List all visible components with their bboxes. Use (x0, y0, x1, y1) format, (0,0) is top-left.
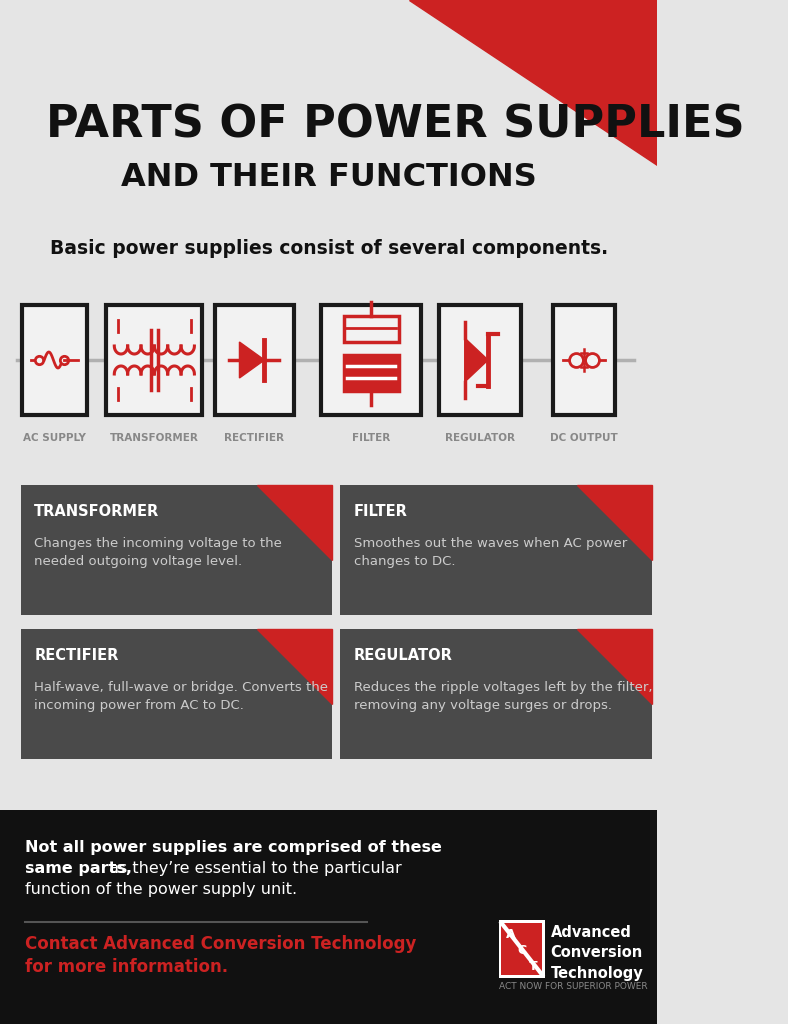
FancyBboxPatch shape (340, 629, 652, 759)
Text: Contact Advanced Conversion Technology: Contact Advanced Conversion Technology (25, 935, 416, 953)
Polygon shape (257, 485, 332, 560)
FancyBboxPatch shape (106, 305, 203, 415)
Polygon shape (577, 485, 652, 560)
FancyBboxPatch shape (499, 920, 545, 978)
Polygon shape (257, 629, 332, 705)
Text: same parts,: same parts, (25, 861, 132, 876)
Text: ACT NOW FOR SUPERIOR POWER: ACT NOW FOR SUPERIOR POWER (499, 982, 648, 991)
Polygon shape (465, 338, 488, 382)
Text: REGULATOR: REGULATOR (354, 647, 452, 663)
Text: Not all power supplies are comprised of these: Not all power supplies are comprised of … (25, 840, 442, 855)
FancyBboxPatch shape (552, 305, 615, 415)
Text: Half-wave, full-wave or bridge. Converts the
incoming power from AC to DC.: Half-wave, full-wave or bridge. Converts… (34, 681, 329, 712)
FancyBboxPatch shape (344, 316, 399, 342)
Text: PARTS OF POWER SUPPLIES: PARTS OF POWER SUPPLIES (46, 103, 745, 146)
FancyBboxPatch shape (20, 629, 332, 759)
FancyBboxPatch shape (0, 810, 657, 1024)
Polygon shape (409, 0, 657, 165)
FancyBboxPatch shape (344, 355, 399, 391)
Text: FILTER: FILTER (354, 504, 407, 518)
Text: FILTER: FILTER (352, 433, 390, 443)
FancyBboxPatch shape (340, 485, 652, 615)
FancyBboxPatch shape (439, 305, 521, 415)
Text: TRANSFORMER: TRANSFORMER (110, 433, 199, 443)
FancyBboxPatch shape (20, 485, 332, 615)
Text: RECTIFIER: RECTIFIER (225, 433, 284, 443)
FancyBboxPatch shape (215, 305, 294, 415)
Text: AND THEIR FUNCTIONS: AND THEIR FUNCTIONS (121, 163, 537, 194)
Text: TRANSFORMER: TRANSFORMER (34, 504, 159, 518)
FancyBboxPatch shape (501, 923, 542, 975)
Text: A: A (506, 929, 515, 941)
Polygon shape (577, 629, 652, 705)
Text: Smoothes out the waves when AC power
changes to DC.: Smoothes out the waves when AC power cha… (354, 537, 627, 568)
Text: AC SUPPLY: AC SUPPLY (23, 433, 86, 443)
Text: REGULATOR: REGULATOR (444, 433, 515, 443)
FancyBboxPatch shape (22, 305, 87, 415)
Text: as they’re essential to the particular: as they’re essential to the particular (104, 861, 402, 876)
Text: Reduces the ripple voltages left by the filter,
removing any voltage surges or d: Reduces the ripple voltages left by the … (354, 681, 652, 712)
Text: RECTIFIER: RECTIFIER (34, 647, 118, 663)
Text: T: T (529, 959, 537, 973)
FancyBboxPatch shape (322, 305, 422, 415)
Text: DC OUTPUT: DC OUTPUT (550, 433, 618, 443)
Polygon shape (240, 342, 265, 378)
Text: Basic power supplies consist of several components.: Basic power supplies consist of several … (50, 239, 608, 257)
Text: Changes the incoming voltage to the
needed outgoing voltage level.: Changes the incoming voltage to the need… (34, 537, 282, 568)
Text: for more information.: for more information. (25, 958, 229, 976)
Text: function of the power supply unit.: function of the power supply unit. (25, 882, 297, 897)
Text: C: C (517, 943, 526, 956)
Text: Advanced
Conversion
Technology: Advanced Conversion Technology (551, 925, 644, 981)
